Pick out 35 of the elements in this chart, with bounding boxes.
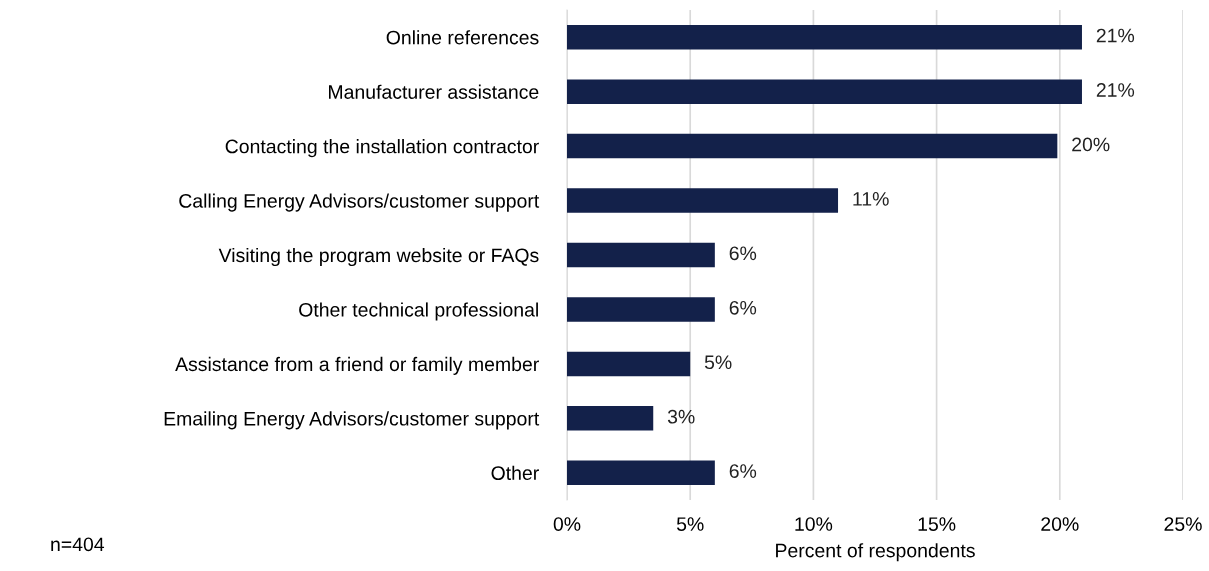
x-tick-label: 25%	[1164, 517, 1202, 531]
x-tick-label: 0%	[553, 517, 581, 531]
bar	[567, 406, 654, 431]
data-label: 11%	[853, 192, 889, 206]
bar	[567, 351, 691, 377]
y-tick-label: Online references	[386, 30, 539, 45]
x-tick-label: 5%	[676, 517, 704, 531]
bar	[567, 79, 1082, 104]
y-tick-label: Manufacturer assistance	[329, 84, 539, 99]
data-label: 6%	[729, 300, 757, 315]
bar	[567, 460, 715, 486]
y-tick-label: Contacting the installation contractor	[225, 139, 539, 158]
bar	[567, 297, 715, 322]
bar	[567, 24, 1082, 50]
y-tick-label: Visiting the program website or FAQs	[218, 247, 539, 267]
y-tick-label: Other technical professional	[299, 302, 538, 321]
data-label: 5%	[704, 355, 732, 370]
data-label: 6%	[729, 464, 757, 478]
data-label: 3%	[667, 409, 695, 424]
text: n=404	[51, 537, 105, 552]
y-tick-label: Other	[491, 465, 539, 481]
bar	[567, 242, 715, 268]
y-tick-label: Calling Energy Advisors/customer support	[179, 193, 540, 212]
x-tick-label: 20%	[1041, 517, 1079, 531]
data-label: 21%	[1096, 28, 1135, 43]
x-tick-label: 15%	[918, 517, 956, 531]
bar	[567, 188, 839, 213]
data-label: 21%	[1096, 83, 1135, 97]
x-axis-title: Percent of respondents	[776, 543, 975, 562]
y-tick-label: Assistance from a friend or family member	[175, 356, 539, 375]
x-tick-label: 10%	[795, 517, 833, 531]
data-label: 20%	[1072, 137, 1110, 152]
data-label: 6%	[729, 246, 757, 261]
y-tick-label: Emailing Energy Advisors/customer support	[164, 411, 540, 430]
bar	[567, 133, 1058, 159]
